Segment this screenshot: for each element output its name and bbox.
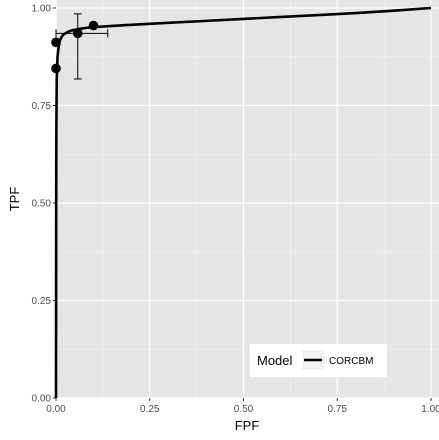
x-tick-label: 0.00 bbox=[46, 404, 66, 415]
x-tick-label: 0.50 bbox=[234, 404, 254, 415]
legend-label-corcbm: CORCBM bbox=[329, 356, 373, 367]
points-layer bbox=[51, 13, 109, 80]
operating-point bbox=[51, 63, 61, 74]
x-axis-title: FPF bbox=[235, 418, 260, 433]
y-tick-label: 0.50 bbox=[32, 199, 52, 210]
y-axis-ticks: 0.00 0.25 0.50 0.75 1.00 bbox=[32, 4, 56, 405]
y-tick-label: 1.00 bbox=[32, 4, 52, 15]
roc-curve-corcbm bbox=[54, 6, 432, 399]
plot-panel bbox=[56, 0, 439, 398]
y-axis-title: TPF bbox=[7, 187, 22, 212]
x-axis-ticks: 0.00 0.25 0.50 0.75 1.00 bbox=[46, 398, 439, 415]
series-layer bbox=[54, 6, 432, 399]
y-tick-label: 0.25 bbox=[32, 296, 52, 307]
y-tick-label: 0.75 bbox=[32, 101, 52, 112]
operating-point bbox=[51, 37, 61, 48]
legend-title: Model bbox=[257, 353, 293, 368]
minor-gridlines bbox=[56, 0, 439, 398]
x-tick-label: 0.75 bbox=[328, 404, 348, 415]
x-tick-label: 0.25 bbox=[140, 404, 160, 415]
legend: Model CORCBM bbox=[250, 344, 387, 377]
operating-point bbox=[72, 28, 83, 39]
y-tick-label: 0.00 bbox=[32, 394, 52, 405]
operating-point bbox=[88, 20, 99, 31]
x-tick-label: 1.00 bbox=[421, 404, 439, 415]
